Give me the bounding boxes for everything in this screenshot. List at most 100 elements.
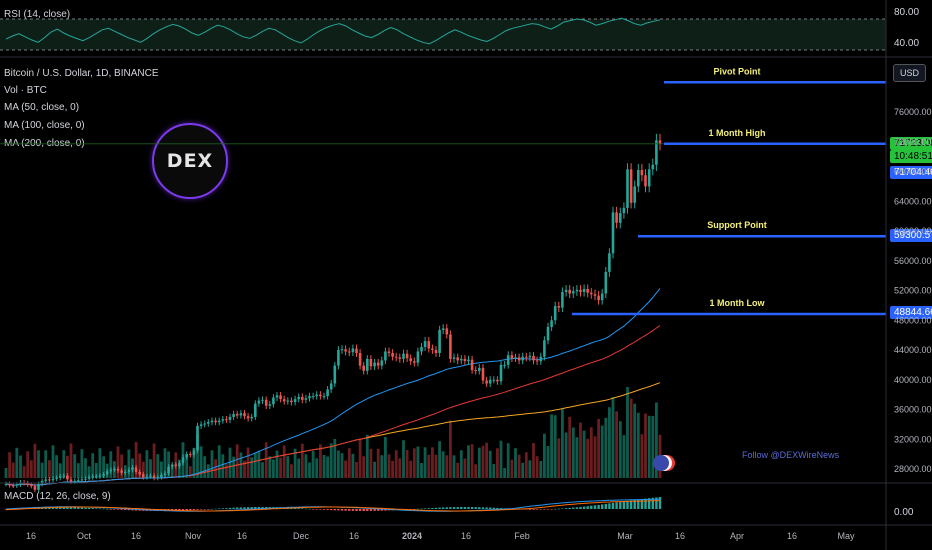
candle-body	[481, 367, 485, 381]
macd-pane	[4, 497, 662, 512]
volume-bar	[203, 456, 207, 478]
volume-bar	[532, 443, 535, 478]
candle-body	[131, 467, 134, 470]
time-axis-label: May	[837, 531, 855, 541]
follow-text[interactable]: Follow @DEXWireNews	[742, 450, 840, 460]
candle-body	[109, 469, 113, 472]
volume-bar	[488, 450, 492, 478]
volume-bar	[365, 434, 369, 478]
macd-histogram-bar	[427, 508, 430, 509]
macd-histogram-bar	[239, 507, 243, 509]
candle-body	[315, 394, 318, 397]
candle-body	[369, 358, 373, 367]
volume-bar	[44, 450, 48, 478]
volume-bar	[452, 455, 456, 478]
volume-bar	[416, 446, 420, 478]
volume-bar	[611, 397, 615, 478]
indicator-ma-50[interactable]: MA (50, close, 0)	[4, 102, 80, 113]
candle-body	[366, 358, 369, 371]
candle-body	[470, 359, 474, 371]
candle-body	[51, 478, 55, 481]
macd-histogram-bar	[59, 507, 62, 509]
macd-histogram-bar	[528, 509, 532, 510]
candle-body	[15, 484, 19, 486]
macd-histogram-bar	[369, 509, 373, 511]
volume-bar	[626, 387, 629, 478]
level-label: 1 Month High	[709, 128, 766, 138]
candle-body	[600, 293, 604, 301]
volume-bar	[33, 443, 37, 478]
volume-bar	[470, 444, 474, 478]
volume-bar	[467, 445, 470, 478]
macd-histogram-bar	[485, 507, 488, 509]
candle-body	[225, 419, 228, 421]
symbol-title[interactable]: Bitcoin / U.S. Dollar, 1D, BINANCE	[4, 68, 159, 79]
currency-button[interactable]: USD	[893, 64, 927, 82]
macd-histogram-bar	[499, 508, 503, 509]
volume-bar	[232, 456, 235, 478]
volume-bar	[420, 463, 423, 478]
volume-bar	[102, 456, 105, 478]
candle-body	[33, 486, 37, 490]
volume-bar	[185, 454, 189, 478]
time-axis-label: Nov	[185, 531, 202, 541]
candle-body	[394, 356, 398, 358]
candle-body	[308, 396, 311, 399]
candle-body	[582, 289, 586, 292]
volume-bar	[571, 427, 575, 478]
candle-body	[232, 414, 235, 417]
candle-body	[478, 367, 481, 371]
candle-body	[492, 379, 496, 381]
volume-bar	[297, 458, 301, 478]
volume-bar	[373, 461, 376, 478]
candle-body	[152, 475, 156, 478]
candle-body	[376, 362, 380, 366]
volume-bar	[561, 408, 564, 478]
candle-body	[543, 340, 546, 357]
volume-bar	[290, 464, 293, 478]
volume-bar	[326, 456, 329, 478]
volume-bar	[655, 402, 658, 478]
time-axis-label: Apr	[730, 531, 744, 541]
macd-histogram-bar	[189, 509, 192, 511]
candle-body	[142, 474, 145, 478]
volume-bar	[434, 454, 438, 478]
rsi-title[interactable]: RSI (14, close)	[4, 9, 71, 20]
candle-body	[387, 351, 391, 353]
macd-title[interactable]: MACD (12, 26, close, 9)	[4, 491, 111, 502]
candle-body	[268, 404, 272, 406]
volume-bar	[149, 459, 152, 478]
candle-body	[496, 379, 499, 382]
candle-body	[647, 169, 651, 187]
volume-bar	[405, 450, 409, 478]
candle-body	[467, 359, 470, 362]
candle-body	[286, 400, 290, 402]
macd-histogram-bar	[243, 507, 246, 509]
indicator-ma-100[interactable]: MA (100, close, 0)	[4, 120, 85, 131]
volume-bar	[98, 448, 102, 478]
macd-histogram-bar	[131, 509, 134, 511]
volume-bar	[76, 463, 80, 478]
volume-bar	[51, 445, 55, 478]
macd-histogram-bar	[474, 507, 477, 509]
volume-bar	[329, 443, 333, 478]
candle-body	[199, 424, 203, 426]
candle-body	[503, 364, 506, 366]
volume-bar	[438, 441, 441, 478]
candle-body	[123, 472, 127, 473]
macd-histogram-bar	[622, 501, 626, 509]
macd-histogram-bar	[373, 509, 376, 511]
time-axis-label: 16	[26, 531, 36, 541]
indicator-volume[interactable]: Vol · BTC	[4, 85, 47, 96]
candle-body	[196, 425, 199, 451]
volume-bar	[456, 462, 460, 478]
volume-bar	[40, 462, 44, 478]
volume-bar	[221, 454, 225, 478]
volume-bar	[593, 436, 597, 478]
candle-body	[445, 328, 449, 335]
macd-histogram-bar	[442, 507, 445, 509]
volume-bar	[633, 403, 637, 478]
volume-bar	[62, 450, 66, 478]
volume-bar	[264, 442, 268, 478]
